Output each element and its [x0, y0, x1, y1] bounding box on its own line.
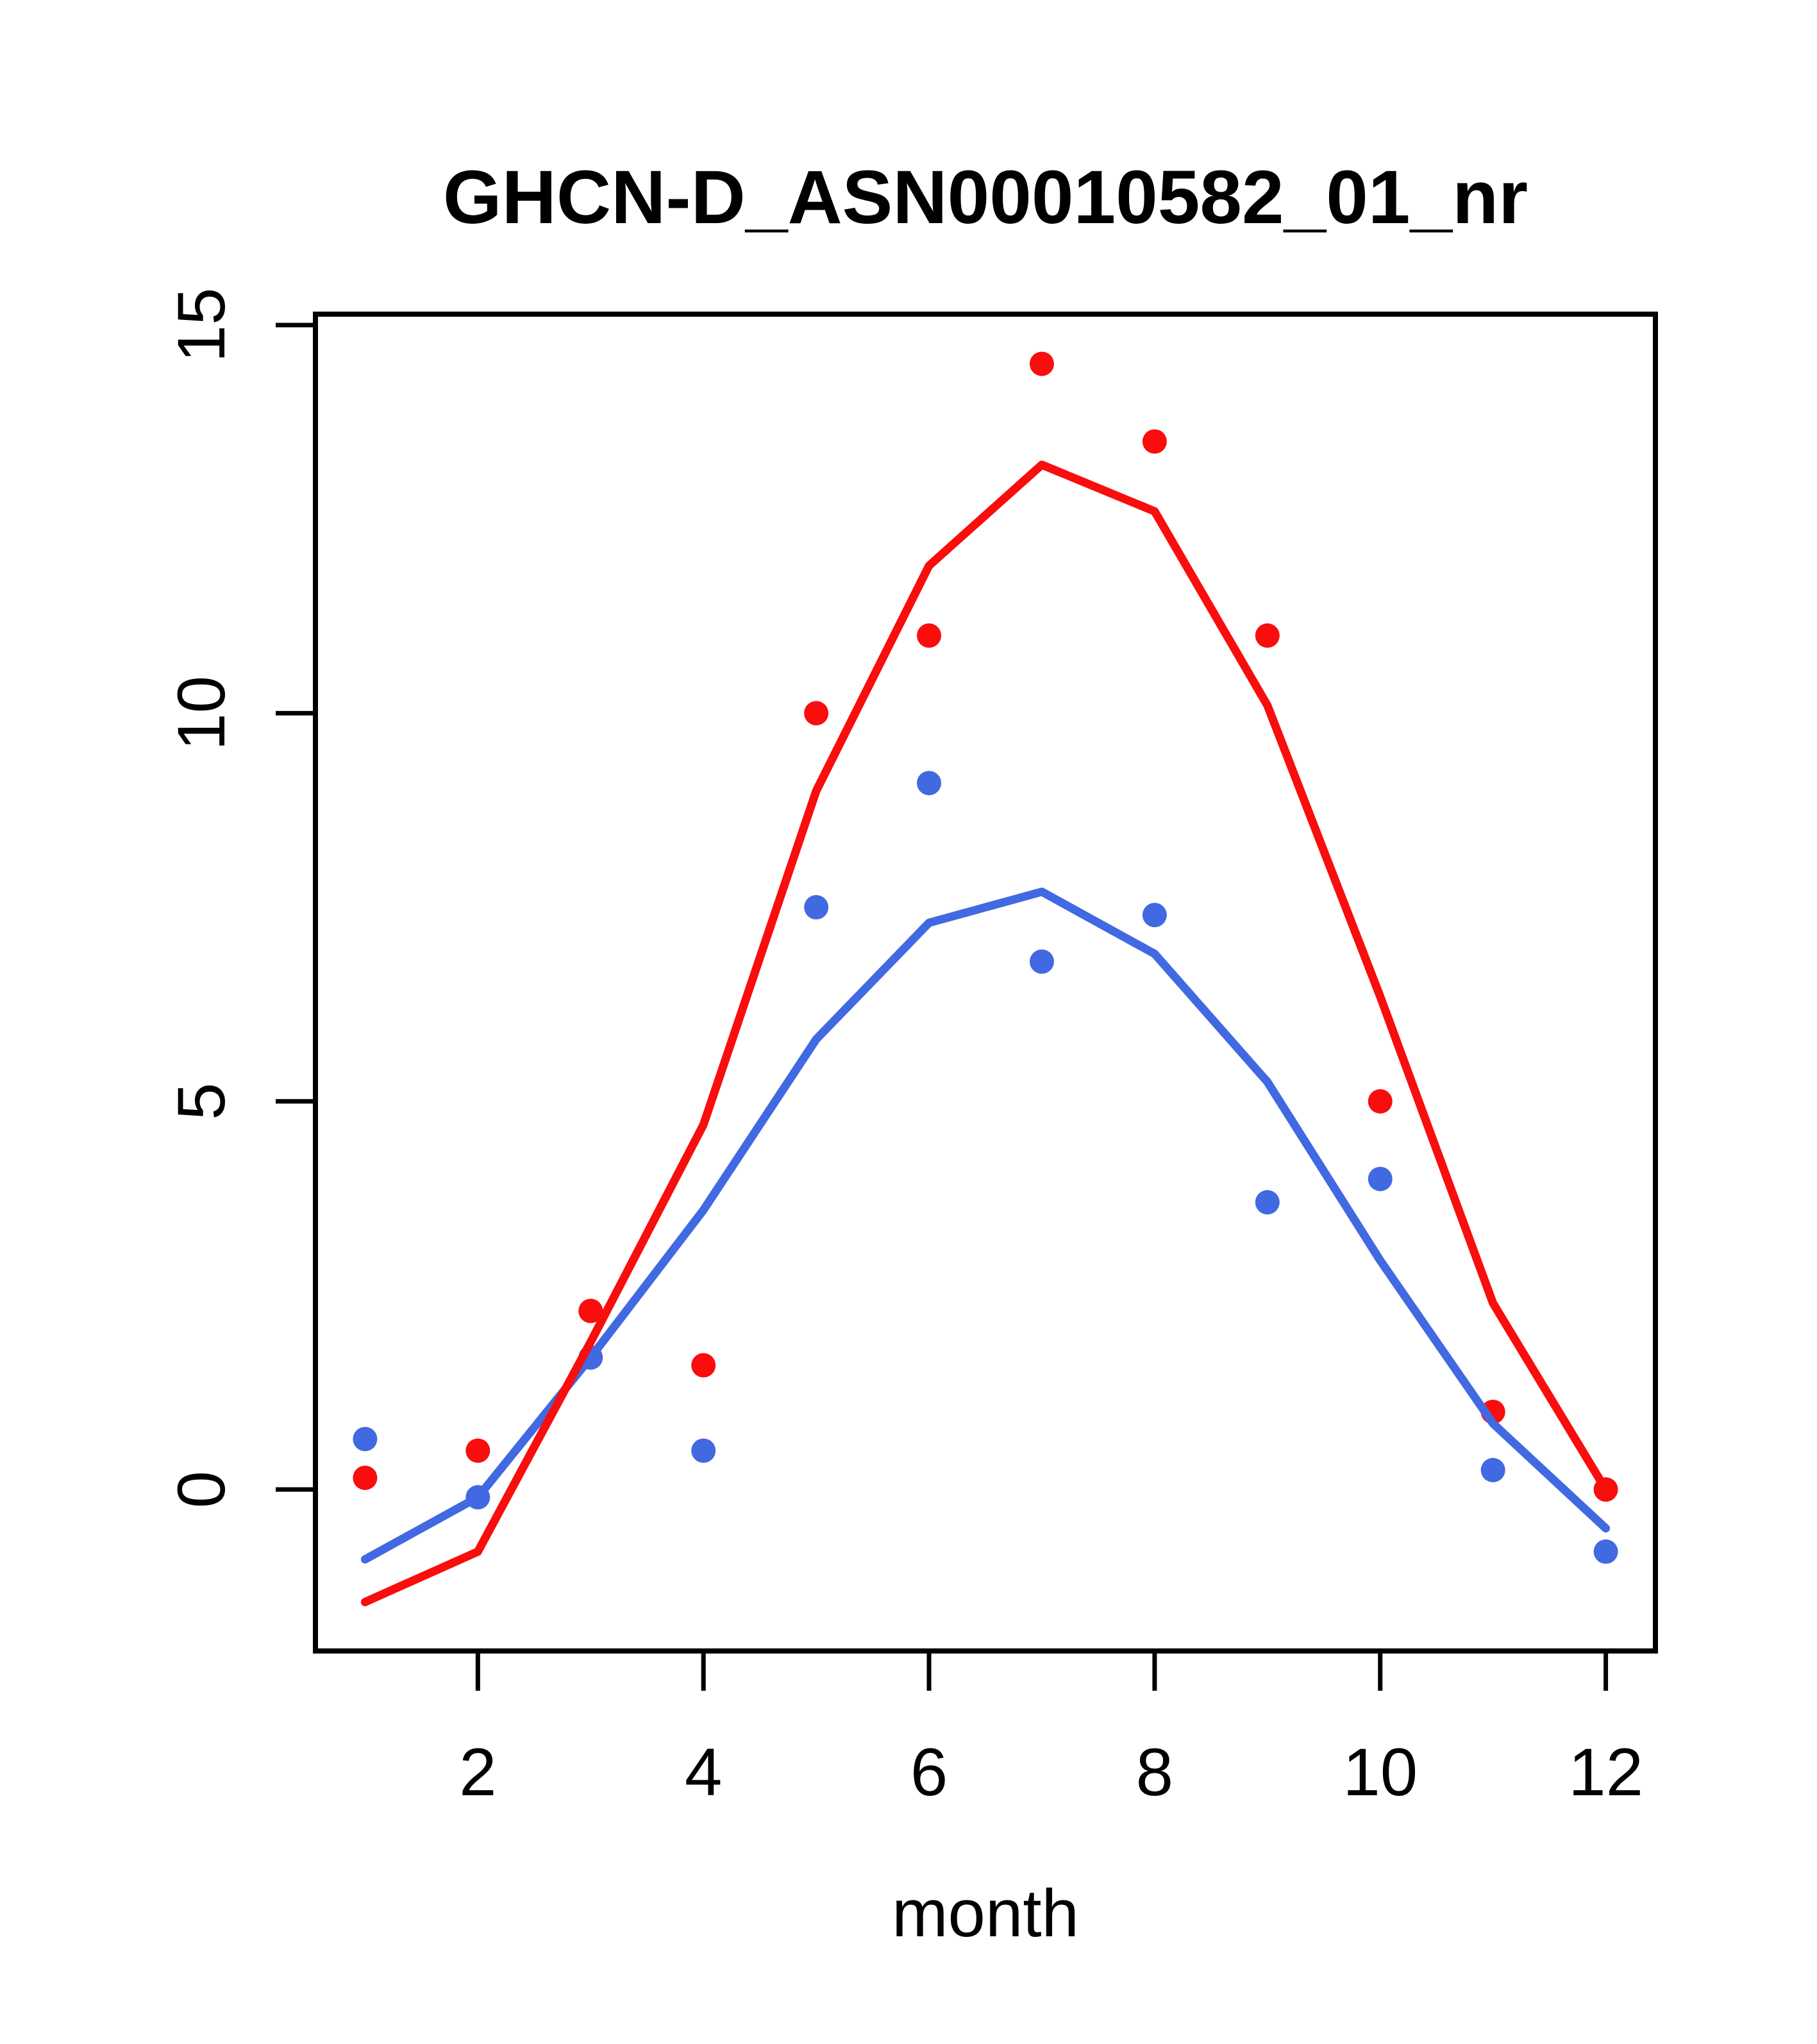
red-points-series [353, 351, 1618, 1502]
red-points-dot [804, 701, 829, 726]
red-points-dot [465, 1438, 490, 1463]
y-axis-tick-label: 15 [164, 288, 239, 363]
plot-layer: 2 4 6 8 10 12 0 5 10 15 [164, 288, 1658, 1810]
y-axis-tick-label: 5 [164, 1083, 239, 1120]
blue-points-dot [1593, 1539, 1618, 1564]
x-axis-tick-label: 12 [1568, 1735, 1643, 1810]
blue-trend-line [360, 887, 1611, 1564]
red-points-dot [578, 1298, 603, 1323]
red-points-dot [691, 1353, 716, 1378]
blue-points-dot [353, 1427, 378, 1452]
blue-points-dot [691, 1438, 716, 1463]
y-axis-tick-label: 10 [164, 676, 239, 751]
x-axis-tick-label: 10 [1343, 1735, 1418, 1810]
blue-points-dot [1480, 1457, 1505, 1482]
x-axis-tick-label: 4 [685, 1735, 722, 1810]
blue-points-series [353, 771, 1618, 1564]
red-points-dot [1255, 623, 1280, 648]
y-axis-tick-label: 0 [164, 1471, 239, 1508]
blue-points-dot [1029, 949, 1054, 974]
x-axis-label: month [892, 1876, 1079, 1951]
red-points-dot [917, 623, 942, 648]
blue-trend-line-series [360, 887, 1611, 1564]
red-points-dot [1368, 1089, 1393, 1114]
x-axis: 2 4 6 8 10 12 [459, 1651, 1643, 1810]
x-axis-tick-label: 6 [910, 1735, 948, 1810]
plot-box [313, 312, 1658, 1654]
red-points-dot [1142, 429, 1167, 454]
red-points-dot [353, 1465, 378, 1490]
red-trend-line [360, 460, 1611, 1607]
red-points-dot [1029, 351, 1054, 376]
blue-points-dot [1142, 903, 1167, 928]
blue-points-dot [1255, 1190, 1280, 1215]
blue-points-dot [804, 895, 829, 920]
red-trend-line-series [360, 460, 1611, 1607]
blue-points-dot [917, 771, 942, 796]
x-axis-tick-label: 8 [1136, 1735, 1173, 1810]
chart-title: GHCN-D_ASN00010582_01_nr [443, 155, 1528, 240]
x-axis-tick-label: 2 [459, 1735, 496, 1810]
y-axis: 0 5 10 15 [164, 288, 315, 1508]
blue-points-dot [1368, 1166, 1393, 1191]
